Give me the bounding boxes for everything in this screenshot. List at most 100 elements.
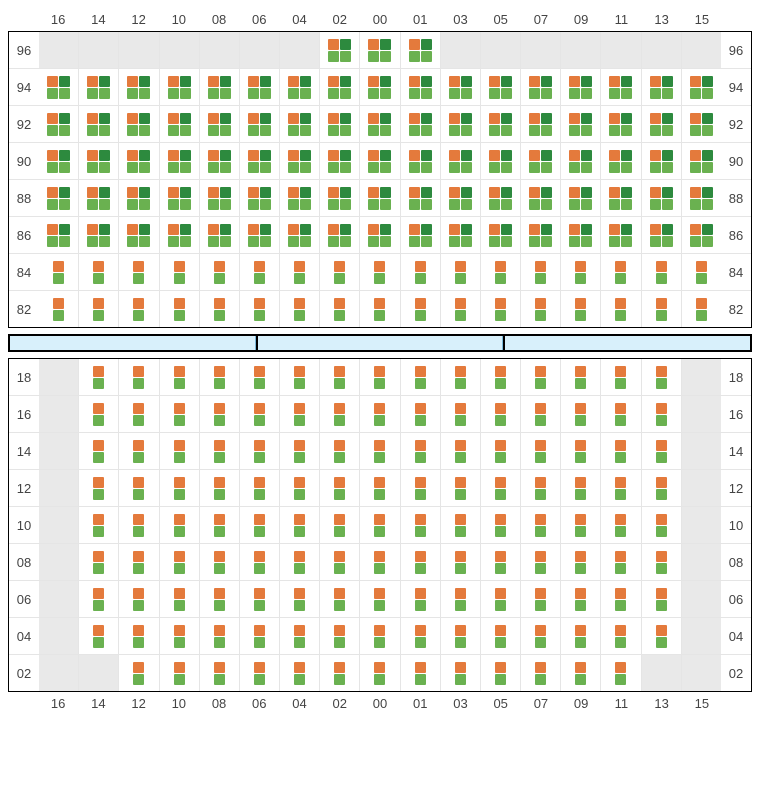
rack-cell[interactable] [401,254,441,290]
rack-cell[interactable] [39,507,79,543]
rack-cell[interactable] [39,291,79,327]
rack-cell[interactable] [119,69,159,105]
rack-cell[interactable] [360,396,400,432]
rack-cell[interactable] [561,470,601,506]
rack-cell[interactable] [119,655,159,691]
rack-cell[interactable] [280,544,320,580]
rack-cell[interactable] [441,581,481,617]
rack-cell[interactable] [401,618,441,654]
rack-cell[interactable] [481,180,521,216]
rack-cell[interactable] [521,32,561,68]
rack-cell[interactable] [119,180,159,216]
rack-cell[interactable] [160,69,200,105]
rack-cell[interactable] [481,143,521,179]
rack-cell[interactable] [601,69,641,105]
rack-cell[interactable] [280,655,320,691]
rack-cell[interactable] [280,254,320,290]
rack-cell[interactable] [521,143,561,179]
rack-cell[interactable] [682,254,721,290]
rack-cell[interactable] [160,143,200,179]
rack-cell[interactable] [320,291,360,327]
rack-cell[interactable] [642,69,682,105]
rack-cell[interactable] [601,180,641,216]
rack-cell[interactable] [119,143,159,179]
rack-cell[interactable] [441,69,481,105]
rack-cell[interactable] [119,359,159,395]
rack-cell[interactable] [39,655,79,691]
rack-cell[interactable] [521,655,561,691]
rack-cell[interactable] [240,180,280,216]
rack-cell[interactable] [79,143,119,179]
rack-cell[interactable] [601,32,641,68]
rack-cell[interactable] [119,433,159,469]
rack-cell[interactable] [481,581,521,617]
rack-cell[interactable] [360,254,400,290]
rack-cell[interactable] [441,655,481,691]
rack-cell[interactable] [682,180,721,216]
rack-cell[interactable] [441,470,481,506]
rack-cell[interactable] [160,655,200,691]
rack-cell[interactable] [642,618,682,654]
rack-cell[interactable] [561,507,601,543]
rack-cell[interactable] [682,143,721,179]
rack-cell[interactable] [79,433,119,469]
rack-cell[interactable] [682,359,721,395]
rack-cell[interactable] [39,180,79,216]
rack-cell[interactable] [200,581,240,617]
rack-cell[interactable] [240,69,280,105]
rack-cell[interactable] [401,581,441,617]
rack-cell[interactable] [481,655,521,691]
rack-cell[interactable] [360,544,400,580]
rack-cell[interactable] [240,291,280,327]
rack-cell[interactable] [360,655,400,691]
rack-cell[interactable] [682,470,721,506]
rack-cell[interactable] [441,106,481,142]
rack-cell[interactable] [642,254,682,290]
rack-cell[interactable] [561,433,601,469]
rack-cell[interactable] [119,32,159,68]
rack-cell[interactable] [441,180,481,216]
rack-cell[interactable] [280,217,320,253]
rack-cell[interactable] [521,433,561,469]
rack-cell[interactable] [481,470,521,506]
rack-cell[interactable] [160,618,200,654]
rack-cell[interactable] [601,359,641,395]
rack-cell[interactable] [39,254,79,290]
rack-cell[interactable] [39,544,79,580]
rack-cell[interactable] [240,143,280,179]
rack-cell[interactable] [601,433,641,469]
rack-cell[interactable] [521,106,561,142]
rack-cell[interactable] [360,359,400,395]
rack-cell[interactable] [360,291,400,327]
rack-cell[interactable] [642,507,682,543]
rack-cell[interactable] [682,544,721,580]
rack-cell[interactable] [682,291,721,327]
rack-cell[interactable] [160,106,200,142]
rack-cell[interactable] [240,217,280,253]
rack-cell[interactable] [79,217,119,253]
rack-cell[interactable] [401,359,441,395]
rack-cell[interactable] [521,180,561,216]
rack-cell[interactable] [200,433,240,469]
rack-cell[interactable] [280,32,320,68]
rack-cell[interactable] [160,180,200,216]
rack-cell[interactable] [601,581,641,617]
rack-cell[interactable] [240,544,280,580]
rack-cell[interactable] [39,581,79,617]
rack-cell[interactable] [441,359,481,395]
rack-cell[interactable] [682,655,721,691]
rack-cell[interactable] [160,470,200,506]
rack-cell[interactable] [280,106,320,142]
rack-cell[interactable] [320,507,360,543]
rack-cell[interactable] [401,143,441,179]
rack-cell[interactable] [320,581,360,617]
rack-cell[interactable] [561,581,601,617]
rack-cell[interactable] [601,291,641,327]
rack-cell[interactable] [521,618,561,654]
rack-cell[interactable] [119,396,159,432]
rack-cell[interactable] [79,254,119,290]
rack-cell[interactable] [79,180,119,216]
rack-cell[interactable] [601,254,641,290]
rack-cell[interactable] [240,581,280,617]
rack-cell[interactable] [320,32,360,68]
